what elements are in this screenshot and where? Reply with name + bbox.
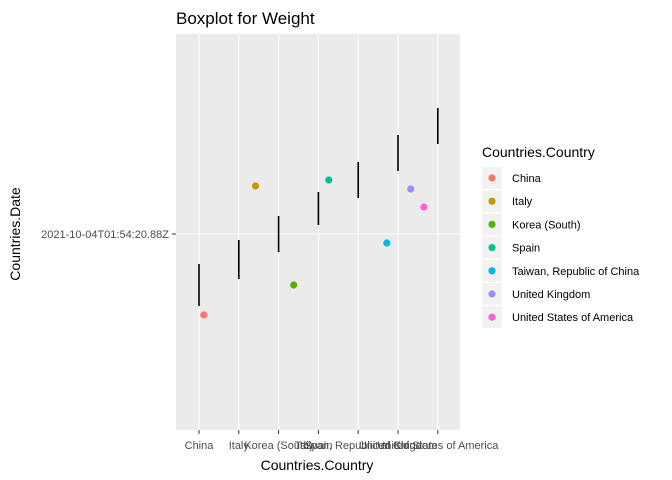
legend-label-taiwan-republic-of-china: Taiwan, Republic of China	[512, 266, 640, 278]
legend-label-china: China	[512, 173, 542, 185]
x-tick-label-united-kingdom: United Kingdom	[359, 440, 437, 452]
point-korea-south	[290, 281, 298, 289]
legend-label-united-kingdom: United Kingdom	[512, 289, 590, 301]
legend: Countries.Country China Italy Korea (South…	[482, 144, 640, 329]
point-china	[200, 311, 208, 319]
x-tick-label-italy: Italy	[229, 440, 250, 452]
point-italy	[251, 182, 260, 190]
x-tick-label-korea-south: Korea (South)	[244, 440, 312, 452]
x-tick-label-taiwan-republic-of-china: Taiwan, Republic of China	[295, 440, 423, 452]
x-tick-label-united-states-of-america: United States of America	[377, 440, 499, 452]
legend-swatch-china	[488, 174, 496, 182]
legend-swatch-korea-south	[488, 220, 496, 228]
box-series	[198, 108, 439, 306]
legend-swatch-united-states-of-america	[488, 313, 496, 321]
y-tick-label: 2021-10-04T01:54:20.88Z	[41, 229, 169, 241]
point-taiwan-republic-of-china	[383, 239, 391, 247]
x-axis-label: Countries.Country	[261, 457, 374, 473]
legend-label-spain: Spain	[512, 243, 540, 255]
point-series	[200, 176, 428, 319]
x-tick-label-spain: Spain	[304, 440, 332, 452]
point-united-kingdom	[407, 185, 415, 193]
legend-swatch-italy	[488, 197, 496, 205]
y-axis-ticks: 2021-10-04T01:54:20.88Z	[41, 229, 176, 241]
legend-swatch-spain	[488, 244, 496, 252]
point-united-states-of-america	[420, 203, 428, 211]
legend-swatch-united-kingdom	[488, 290, 496, 298]
legend-title: Countries.Country	[482, 144, 595, 160]
chart-title: Boxplot for Weight	[176, 9, 315, 28]
legend-label-italy: Italy	[512, 196, 533, 208]
legend-label-korea-south: Korea (South)	[512, 219, 580, 231]
y-axis-label: Countries.Date	[7, 187, 23, 281]
point-spain	[325, 176, 333, 184]
legend-label-united-states-of-america: United States of America	[512, 312, 634, 324]
legend-swatch-taiwan-republic-of-china	[488, 267, 496, 275]
x-tick-label-china: China	[185, 440, 215, 452]
